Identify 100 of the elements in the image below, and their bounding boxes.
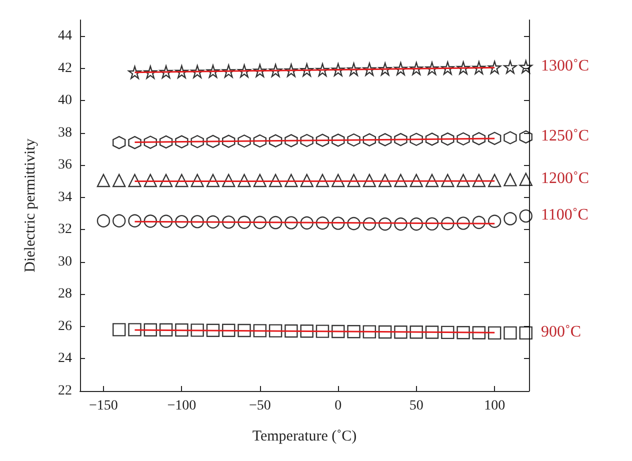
y-tick-label: 24 (58, 351, 72, 366)
point (238, 324, 251, 338)
point (175, 323, 188, 337)
point (222, 134, 236, 148)
point (159, 65, 173, 79)
point (238, 174, 251, 188)
point (378, 62, 392, 76)
point (253, 64, 267, 78)
point (316, 63, 330, 76)
point (456, 216, 470, 230)
point (378, 174, 392, 188)
point (96, 214, 110, 228)
point (425, 132, 439, 146)
point (425, 174, 439, 188)
point (441, 61, 454, 75)
point (456, 326, 470, 340)
point (144, 214, 157, 228)
point (300, 134, 314, 148)
text: 1100˚C (541, 206, 588, 224)
point (175, 135, 188, 148)
point (332, 324, 345, 338)
y-tick-label: 38 (58, 125, 72, 140)
point (410, 132, 423, 146)
point (206, 174, 220, 188)
point (253, 324, 267, 338)
point (456, 61, 470, 75)
point (268, 64, 282, 78)
y-tick-label: 30 (58, 254, 72, 270)
point (347, 62, 360, 76)
point (519, 60, 532, 74)
point (128, 136, 142, 150)
point (519, 130, 532, 144)
point (347, 174, 360, 188)
point (190, 324, 204, 337)
point (268, 324, 282, 338)
point (504, 173, 517, 186)
point (378, 133, 392, 146)
point (238, 216, 251, 229)
point (222, 174, 236, 188)
x-tick-label: 100 (484, 398, 506, 414)
point (362, 62, 376, 76)
point (159, 214, 173, 228)
point (472, 174, 486, 188)
point (488, 60, 502, 74)
point (472, 132, 486, 146)
y-tick-label: 28 (58, 286, 72, 302)
point (159, 323, 173, 336)
y-tick-label: 40 (58, 93, 72, 108)
x-tick-label: −100 (167, 398, 196, 414)
point (300, 324, 314, 338)
point (206, 134, 220, 148)
point (410, 62, 423, 76)
y-tick-label: 34 (58, 190, 72, 205)
point (316, 134, 330, 147)
x-tick-label: −150 (89, 398, 118, 414)
x-tick-label: 0 (334, 398, 342, 414)
point (253, 174, 267, 188)
point (410, 174, 423, 188)
point (96, 174, 110, 188)
point (504, 326, 517, 340)
text: 900˚C (541, 323, 581, 340)
point (284, 216, 298, 230)
point (316, 216, 330, 230)
point (488, 132, 502, 145)
point (441, 174, 454, 188)
point (456, 174, 470, 188)
point (159, 135, 173, 149)
y-tick-label: 32 (58, 222, 72, 238)
point (410, 326, 423, 339)
point (472, 61, 486, 74)
point (175, 65, 188, 78)
point (394, 174, 408, 188)
point (222, 324, 236, 337)
point (504, 212, 517, 226)
point (284, 324, 298, 338)
point (519, 326, 532, 340)
point (300, 216, 314, 230)
point (347, 133, 360, 147)
point (488, 214, 502, 228)
y-tick-label: 26 (58, 318, 72, 334)
point (394, 326, 408, 339)
point (253, 134, 267, 148)
point (222, 216, 236, 229)
point (519, 172, 532, 186)
point (144, 66, 157, 79)
point (128, 323, 142, 336)
point (441, 132, 454, 146)
point (206, 324, 220, 337)
point (300, 174, 314, 188)
point (112, 214, 126, 228)
point (425, 217, 439, 230)
point (175, 215, 188, 228)
point (112, 136, 126, 150)
point (238, 134, 251, 148)
point (268, 134, 282, 148)
text: 1300˚C (541, 57, 589, 74)
point (472, 326, 486, 340)
point (284, 174, 298, 188)
point (332, 63, 345, 76)
point (519, 209, 532, 223)
